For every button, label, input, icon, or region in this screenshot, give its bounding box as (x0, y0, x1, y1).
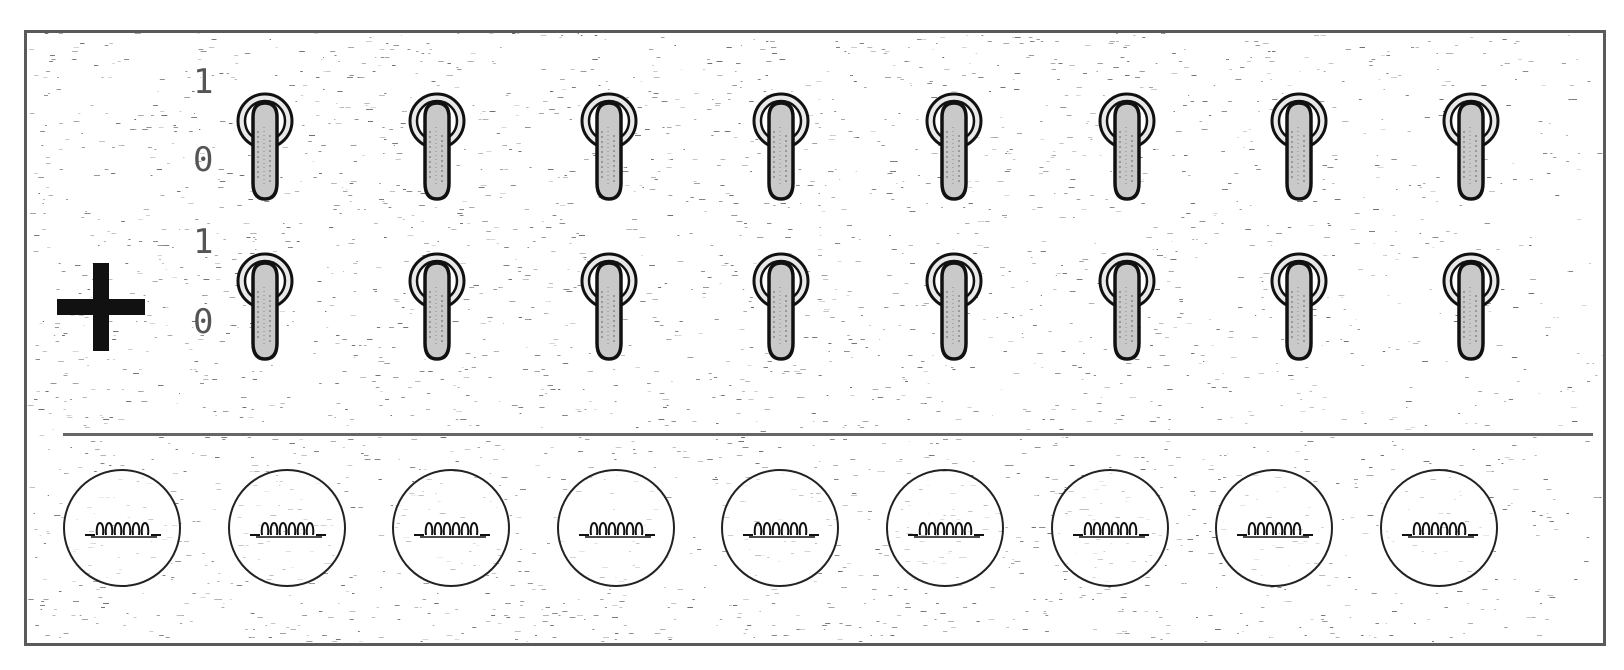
toggle-switch-icon[interactable] (577, 91, 641, 205)
toggle-switch-icon[interactable] (577, 251, 641, 365)
toggle-switch-icon[interactable] (1439, 91, 1503, 205)
coil-icon[interactable] (1049, 467, 1171, 589)
toggle-switch-icon[interactable] (1095, 91, 1159, 205)
switch-panel: 1 0 1 0 (24, 30, 1606, 646)
coil-icon[interactable] (1213, 467, 1335, 589)
divider (63, 433, 1593, 436)
plus-icon[interactable] (55, 261, 147, 353)
coil-icon[interactable] (884, 467, 1006, 589)
coil-icon[interactable] (390, 467, 512, 589)
row-2-on-label: 1 (193, 222, 214, 262)
toggle-switch-icon[interactable] (922, 251, 986, 365)
row-1-on-label: 1 (193, 62, 214, 102)
toggle-switch-icon[interactable] (1439, 251, 1503, 365)
row-1-off-label: 0 (193, 140, 214, 180)
toggle-switch-icon[interactable] (1267, 91, 1331, 205)
toggle-switch-icon[interactable] (1095, 251, 1159, 365)
toggle-switch-icon[interactable] (922, 91, 986, 205)
coil-icon[interactable] (61, 467, 183, 589)
toggle-switch-icon[interactable] (749, 251, 813, 365)
coil-icon[interactable] (1378, 467, 1500, 589)
toggle-switch-icon[interactable] (405, 91, 469, 205)
toggle-switch-icon[interactable] (405, 251, 469, 365)
toggle-switch-icon[interactable] (749, 91, 813, 205)
toggle-switch-icon[interactable] (1267, 251, 1331, 365)
row-2-off-label: 0 (193, 302, 214, 342)
toggle-switch-icon[interactable] (233, 91, 297, 205)
coil-icon[interactable] (719, 467, 841, 589)
coil-icon[interactable] (226, 467, 348, 589)
coil-icon[interactable] (555, 467, 677, 589)
toggle-switch-icon[interactable] (233, 251, 297, 365)
